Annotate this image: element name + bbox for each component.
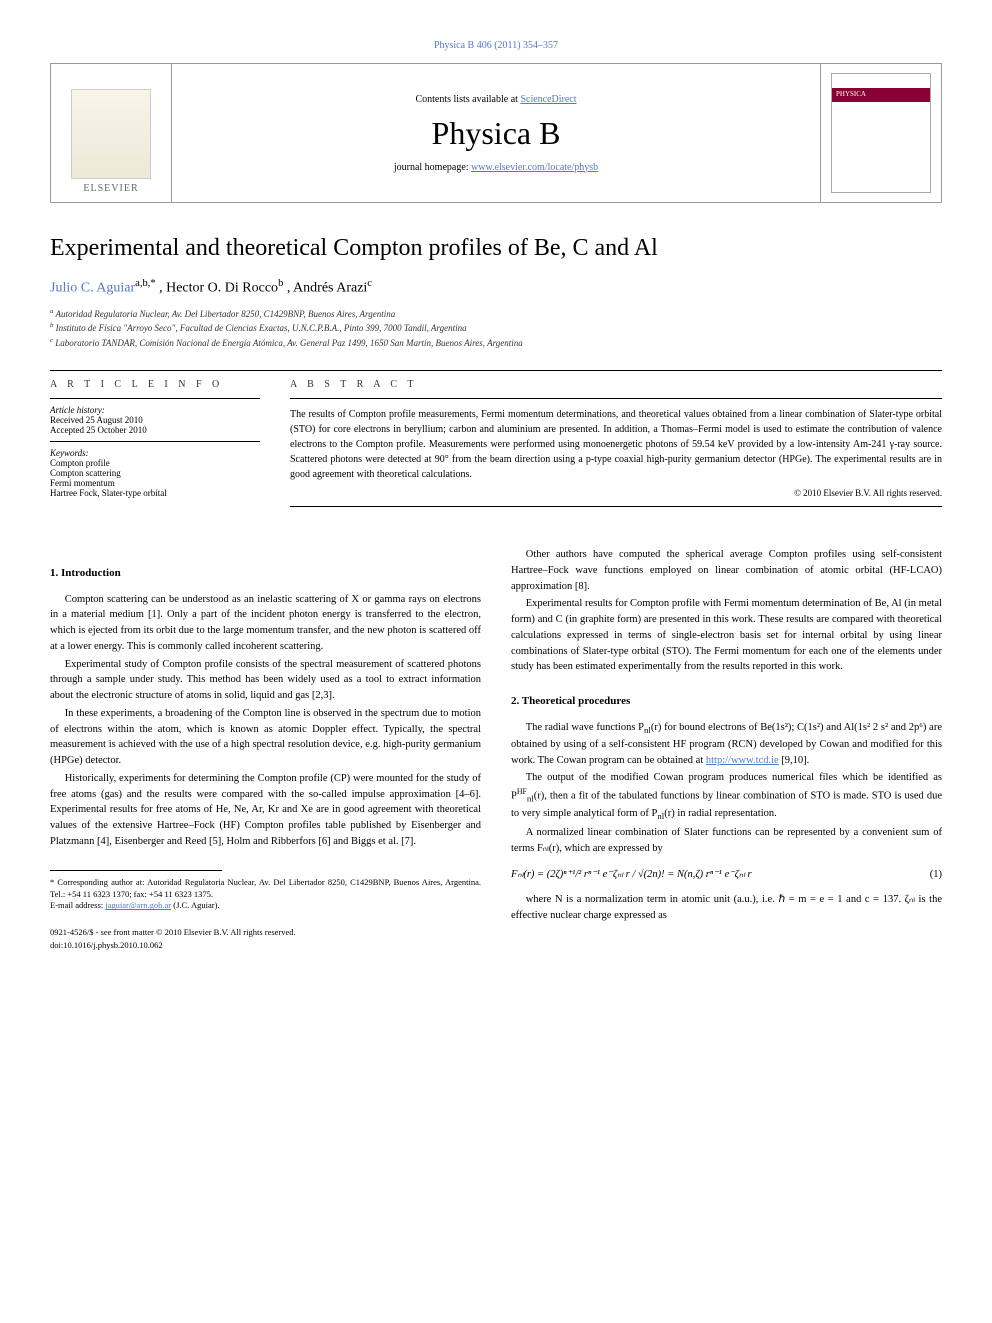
equation-text: Fₙₗ(r) = (2ζ)ⁿ⁺¹/² rⁿ⁻¹ e⁻ζₙₗ r / √(2n)!…	[511, 867, 752, 883]
abstract-text: The results of Compton profile measureme…	[290, 407, 942, 482]
divider	[290, 506, 942, 507]
article-title: Experimental and theoretical Compton pro…	[50, 235, 942, 262]
affiliations: a Autoridad Regulatoria Nuclear, Av. Del…	[50, 307, 942, 351]
affil-a: a Autoridad Regulatoria Nuclear, Av. Del…	[50, 307, 942, 322]
keyword: Hartree Fock, Slater-type orbital	[50, 488, 260, 498]
paragraph: Other authors have computed the spherica…	[511, 547, 942, 594]
affil-c-text: Laboratorio TANDAR, Comisión Nacional de…	[55, 338, 523, 348]
cowan-link[interactable]: http://www.tcd.ie	[706, 755, 779, 766]
received: Received 25 August 2010	[50, 415, 260, 425]
publisher-name: ELSEVIER	[71, 183, 151, 194]
email-link[interactable]: jaguiar@arn.gob.ar	[105, 900, 171, 910]
paragraph: Compton scattering can be understood as …	[50, 592, 481, 655]
cover-thumbnail: PHYSICA	[831, 73, 931, 193]
bottom-meta: 0921-4526/$ - see front matter © 2010 El…	[50, 926, 481, 952]
doi-line: doi:10.1016/j.physb.2010.10.062	[50, 939, 481, 952]
sciencedirect-link[interactable]: ScienceDirect	[520, 94, 576, 105]
corresponding-author: * Corresponding author at: Autoridad Reg…	[50, 877, 481, 901]
authors: Julio C. Aguiara,b,* , Hector O. Di Rocc…	[50, 278, 942, 297]
text: [9,10].	[779, 755, 810, 766]
author-2-sup: b	[278, 278, 283, 289]
affil-b: b Instituto de Física "Arroyo Seco", Fac…	[50, 321, 942, 336]
email-label: E-mail address:	[50, 900, 105, 910]
keywords-label: Keywords:	[50, 448, 260, 458]
author-1-sup: a,b,*	[135, 278, 155, 289]
paragraph: Historically, experiments for determinin…	[50, 771, 481, 850]
paragraph: where N is a normalization term in atomi…	[511, 892, 942, 924]
homepage-line: journal homepage: www.elsevier.com/locat…	[394, 162, 598, 173]
footnotes: * Corresponding author at: Autoridad Reg…	[50, 877, 481, 913]
body-columns: 1. Introduction Compton scattering can b…	[50, 547, 942, 952]
journal-header: ELSEVIER Contents lists available at Sci…	[50, 63, 942, 203]
header-center: Contents lists available at ScienceDirec…	[171, 64, 821, 202]
article-info: A R T I C L E I N F O Article history: R…	[50, 379, 260, 515]
affil-c: c Laboratorio TANDAR, Comisión Nacional …	[50, 336, 942, 351]
abstract-copyright: © 2010 Elsevier B.V. All rights reserved…	[290, 488, 942, 498]
equation-number: (1)	[930, 867, 942, 883]
text: The radial wave functions P	[526, 722, 644, 733]
homepage-link[interactable]: www.elsevier.com/locate/physb	[471, 162, 598, 173]
keyword: Compton scattering	[50, 468, 260, 478]
footnote-separator	[50, 870, 222, 871]
journal-citation[interactable]: Physica B 406 (2011) 354–357	[50, 40, 942, 51]
publisher-logo: ELSEVIER	[51, 64, 171, 202]
author-1[interactable]: Julio C. Aguiar	[50, 281, 135, 296]
issn-line: 0921-4526/$ - see front matter © 2010 El…	[50, 926, 481, 939]
divider	[50, 441, 260, 442]
paragraph: The radial wave functions Pnl(r) for bou…	[511, 720, 942, 769]
divider	[50, 398, 260, 399]
keyword: Fermi momentum	[50, 478, 260, 488]
homepage-prefix: journal homepage:	[394, 162, 471, 173]
affil-a-text: Autoridad Regulatoria Nuclear, Av. Del L…	[55, 309, 395, 319]
journal-cover: PHYSICA	[821, 64, 941, 202]
paragraph: A normalized linear combination of Slate…	[511, 825, 942, 857]
text: (r) in radial representation.	[664, 808, 777, 819]
paragraph: Experimental results for Compton profile…	[511, 596, 942, 675]
contents-prefix: Contents lists available at	[415, 94, 520, 105]
equation-1: Fₙₗ(r) = (2ζ)ⁿ⁺¹/² rⁿ⁻¹ e⁻ζₙₗ r / √(2n)!…	[511, 867, 942, 883]
paragraph: The output of the modified Cowan program…	[511, 770, 942, 823]
paragraph: In these experiments, a broadening of th…	[50, 706, 481, 769]
author-3: , Andrés Arazi	[287, 281, 367, 296]
affil-b-text: Instituto de Física "Arroyo Seco", Facul…	[56, 323, 467, 333]
section-1-title: 1. Introduction	[50, 565, 481, 582]
abstract-head: A B S T R A C T	[290, 379, 942, 390]
divider	[50, 370, 942, 371]
contents-line: Contents lists available at ScienceDirec…	[415, 94, 576, 105]
history-label: Article history:	[50, 405, 260, 415]
email-line: E-mail address: jaguiar@arn.gob.ar (J.C.…	[50, 900, 481, 912]
journal-title: Physica B	[432, 115, 561, 152]
section-2-title: 2. Theoretical procedures	[511, 693, 942, 710]
accepted: Accepted 25 October 2010	[50, 425, 260, 435]
keyword: Compton profile	[50, 458, 260, 468]
divider	[290, 398, 942, 399]
cover-band: PHYSICA	[832, 88, 930, 102]
author-2: , Hector O. Di Rocco	[159, 281, 278, 296]
article-info-head: A R T I C L E I N F O	[50, 379, 260, 390]
email-suffix: (J.C. Aguiar).	[171, 900, 219, 910]
author-3-sup: c	[367, 278, 372, 289]
paragraph: Experimental study of Compton profile co…	[50, 657, 481, 704]
elsevier-tree-icon	[71, 89, 151, 179]
abstract: A B S T R A C T The results of Compton p…	[290, 379, 942, 515]
